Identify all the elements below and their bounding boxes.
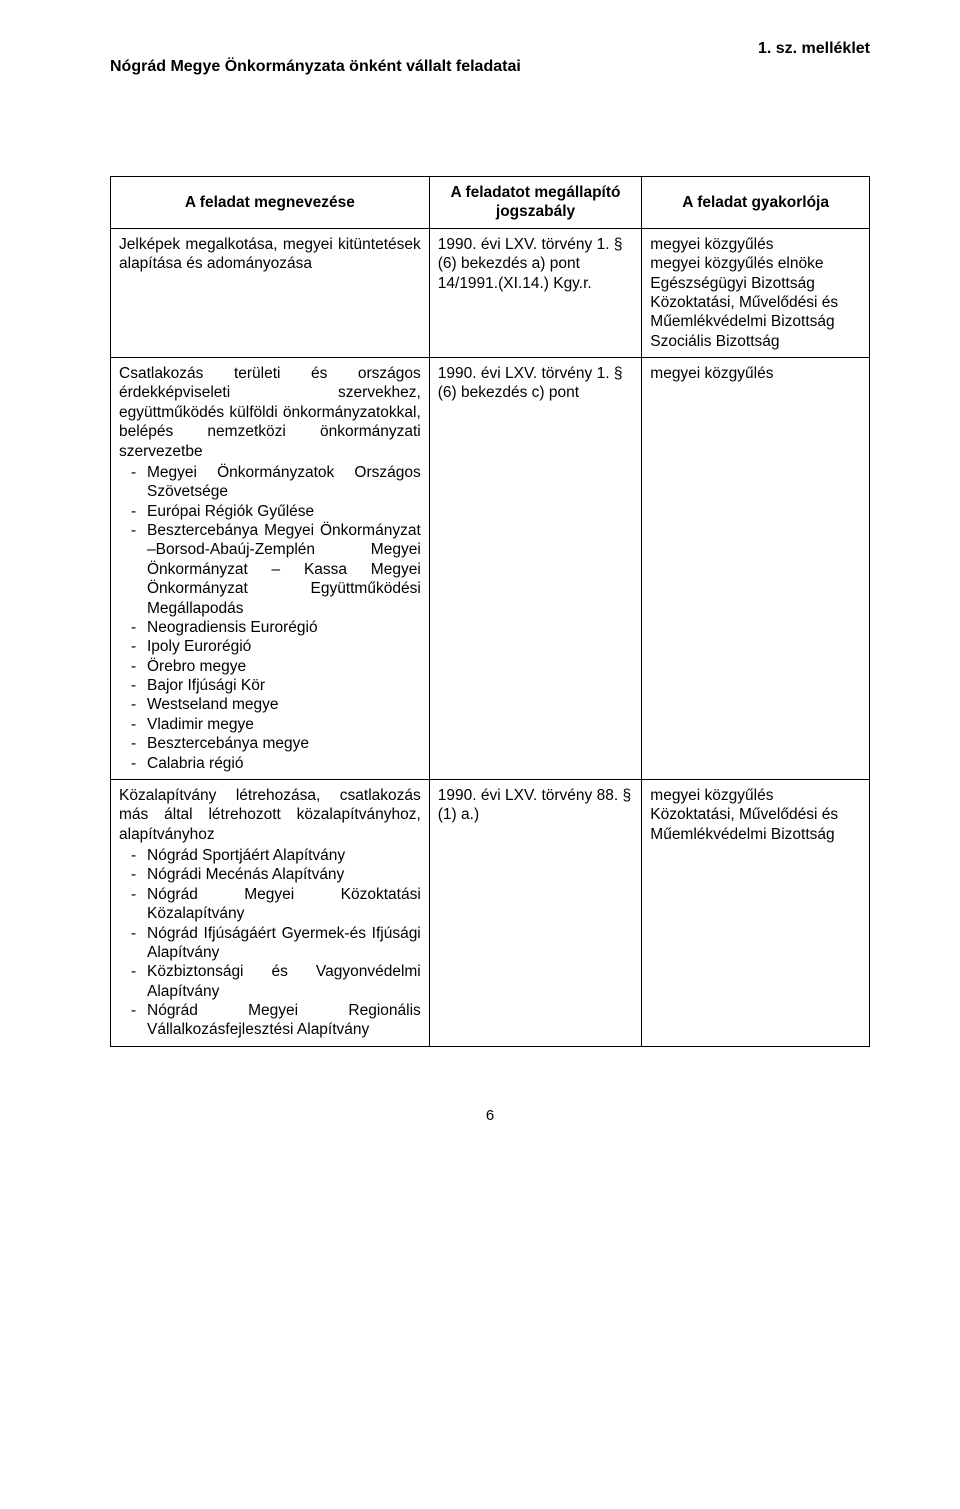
task-item: Nógrád Megyei Regionális Vállalkozásfejl…	[119, 1001, 421, 1040]
actor-cell: megyei közgyűlés megyei közgyűlés elnöke…	[642, 228, 870, 357]
annex-label: 1. sz. melléklet	[758, 40, 870, 58]
task-lead: Közalapítvány létrehozása, csatlakozás m…	[119, 786, 421, 844]
task-item: Ipoly Eurorégió	[119, 637, 421, 656]
actor-line: Közoktatási, Művelődési és Műemlékvédelm…	[650, 805, 861, 844]
task-item: Calabria régió	[119, 754, 421, 773]
task-cell: Jelképek megalkotása, megyei kitüntetése…	[111, 228, 430, 357]
task-item: Nógrád Ifjúságáért Gyermek-és Ifjúsági A…	[119, 924, 421, 963]
task-item-list: Nógrád Sportjáért Alapítvány Nógrádi Mec…	[119, 846, 421, 1040]
table-row: Jelképek megalkotása, megyei kitüntetése…	[111, 228, 870, 357]
page-number: 6	[110, 1107, 870, 1124]
task-item: Európai Régiók Gyűlése	[119, 502, 421, 521]
header-task: A feladat megnevezése	[111, 177, 430, 229]
task-item: Besztercebánya Megyei Önkormányzat –Bors…	[119, 521, 421, 618]
actor-line: Szociális Bizottság	[650, 332, 861, 351]
document-page: 1. sz. melléklet Nógrád Megye Önkormányz…	[0, 0, 960, 1509]
actor-line: megyei közgyűlés	[650, 235, 861, 254]
actor-line: megyei közgyűlés elnöke	[650, 254, 861, 273]
actor-line: megyei közgyűlés	[650, 786, 861, 805]
task-cell: Közalapítvány létrehozása, csatlakozás m…	[111, 779, 430, 1046]
header-law: A feladatot megállapító jogszabály	[429, 177, 642, 229]
document-title: Nógrád Megye Önkormányzata önként vállal…	[110, 58, 870, 76]
task-item: Neogradiensis Eurorégió	[119, 618, 421, 637]
task-item: Nógrád Megyei Közoktatási Közalapítvány	[119, 885, 421, 924]
task-item: Westseland megye	[119, 695, 421, 714]
header-actor: A feladat gyakorlója	[642, 177, 870, 229]
actor-cell: megyei közgyűlés	[642, 358, 870, 780]
tasks-table: A feladat megnevezése A feladatot megáll…	[110, 176, 870, 1047]
task-item: Besztercebánya megye	[119, 734, 421, 753]
task-item: Örebro megye	[119, 657, 421, 676]
law-cell: 1990. évi LXV. törvény 1. § (6) bekezdés…	[429, 228, 642, 357]
task-item: Bajor Ifjúsági Kör	[119, 676, 421, 695]
task-item: Közbiztonsági és Vagyonvédelmi Alapítván…	[119, 962, 421, 1001]
actor-line: Egészségügyi Bizottság	[650, 274, 861, 293]
task-item: Nógrádi Mecénás Alapítvány	[119, 865, 421, 884]
task-cell: Csatlakozás területi és országos érdekké…	[111, 358, 430, 780]
table-row: Közalapítvány létrehozása, csatlakozás m…	[111, 779, 870, 1046]
table-row: Csatlakozás területi és országos érdekké…	[111, 358, 870, 780]
law-cell: 1990. évi LXV. törvény 1. § (6) bekezdés…	[429, 358, 642, 780]
task-lead: Csatlakozás területi és országos érdekké…	[119, 364, 421, 461]
task-item-list: Megyei Önkormányzatok Országos Szövetség…	[119, 463, 421, 773]
task-item: Vladimir megye	[119, 715, 421, 734]
actor-cell: megyei közgyűlés Közoktatási, Művelődési…	[642, 779, 870, 1046]
law-cell: 1990. évi LXV. törvény 88. § (1) a.)	[429, 779, 642, 1046]
task-item: Megyei Önkormányzatok Országos Szövetség…	[119, 463, 421, 502]
table-header-row: A feladat megnevezése A feladatot megáll…	[111, 177, 870, 229]
task-item: Nógrád Sportjáért Alapítvány	[119, 846, 421, 865]
actor-line: Közoktatási, Művelődési és Műemlékvédelm…	[650, 293, 861, 332]
